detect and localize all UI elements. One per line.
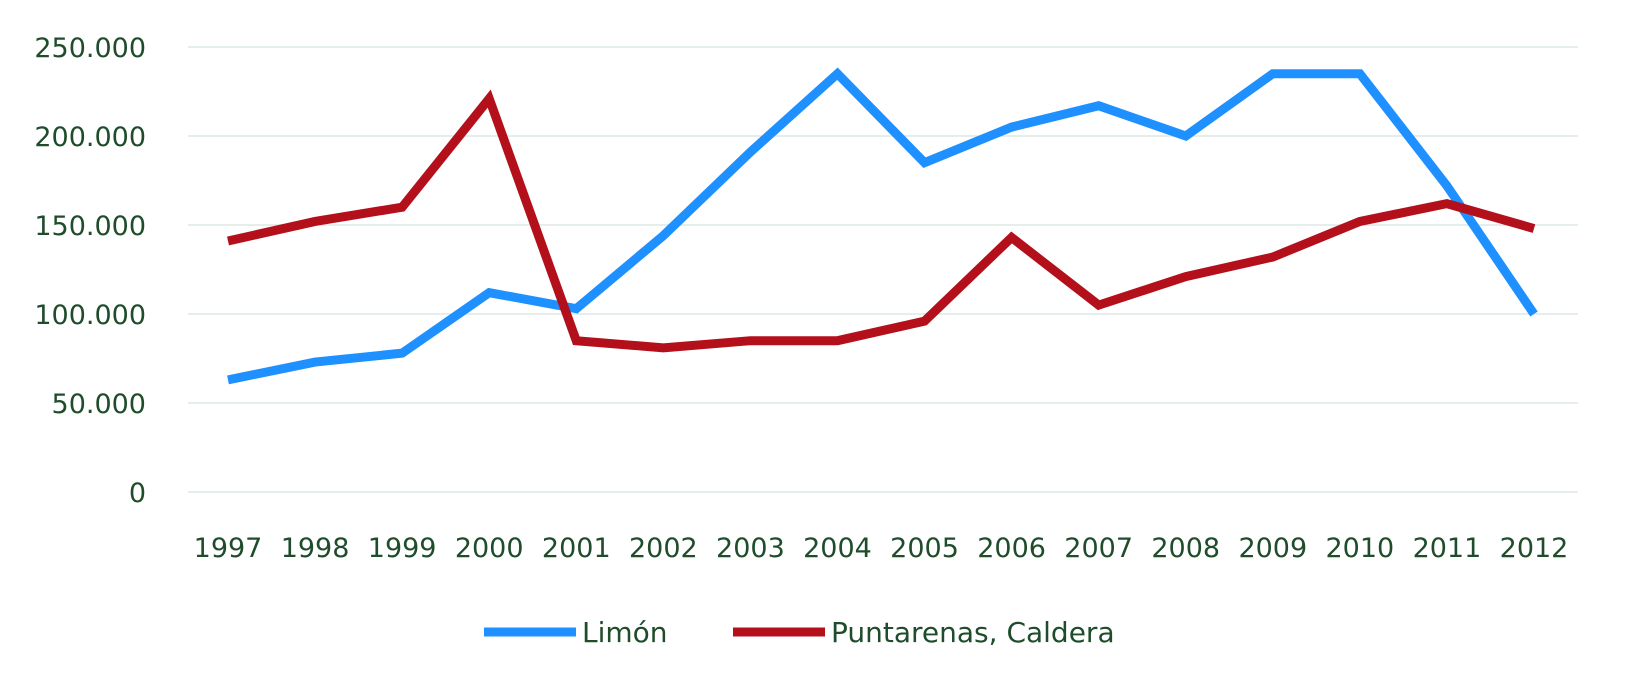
x-axis-tick-labels: 1997 1998 1999 2000 2001 2002 2003 2004 2005 2006… (194, 533, 1569, 564)
series-line-limon (227, 67, 1538, 385)
y-tick-label: 0 (129, 478, 146, 509)
legend-label: Limón (582, 616, 668, 649)
x-tick-label: 1998 (281, 533, 350, 564)
x-tick-label: 1997 (194, 533, 263, 564)
x-tick-label: 2002 (629, 533, 698, 564)
x-tick-label: 2009 (1238, 533, 1307, 564)
x-tick-label: 2012 (1500, 533, 1569, 564)
y-tick-label: 100.000 (34, 300, 146, 331)
y-axis-tick-labels: 0 50.000 100.000 150.000 200.000 250.000 (34, 33, 146, 509)
legend: Limón Puntarenas, Caldera (484, 616, 1115, 649)
x-tick-label: 2011 (1413, 533, 1482, 564)
x-tick-label: 2000 (455, 533, 524, 564)
series-lines (227, 67, 1538, 385)
y-tick-label: 200.000 (34, 122, 146, 153)
x-tick-label: 2005 (890, 533, 959, 564)
y-tick-label: 150.000 (34, 211, 146, 242)
x-tick-label: 2006 (977, 533, 1046, 564)
gridlines (188, 46, 1578, 493)
legend-label: Puntarenas, Caldera (831, 616, 1115, 649)
x-tick-label: 1999 (368, 533, 437, 564)
y-tick-label: 250.000 (34, 33, 146, 64)
x-tick-label: 2004 (803, 533, 872, 564)
series-line-puntarenas-caldera (227, 89, 1536, 353)
x-tick-label: 2001 (542, 533, 611, 564)
legend-item: Limón (484, 616, 668, 649)
x-tick-label: 2003 (716, 533, 785, 564)
x-tick-label: 2008 (1151, 533, 1220, 564)
x-tick-label: 2010 (1326, 533, 1395, 564)
x-tick-label: 2007 (1064, 533, 1133, 564)
y-tick-label: 50.000 (52, 389, 146, 420)
legend-item: Puntarenas, Caldera (733, 616, 1115, 649)
